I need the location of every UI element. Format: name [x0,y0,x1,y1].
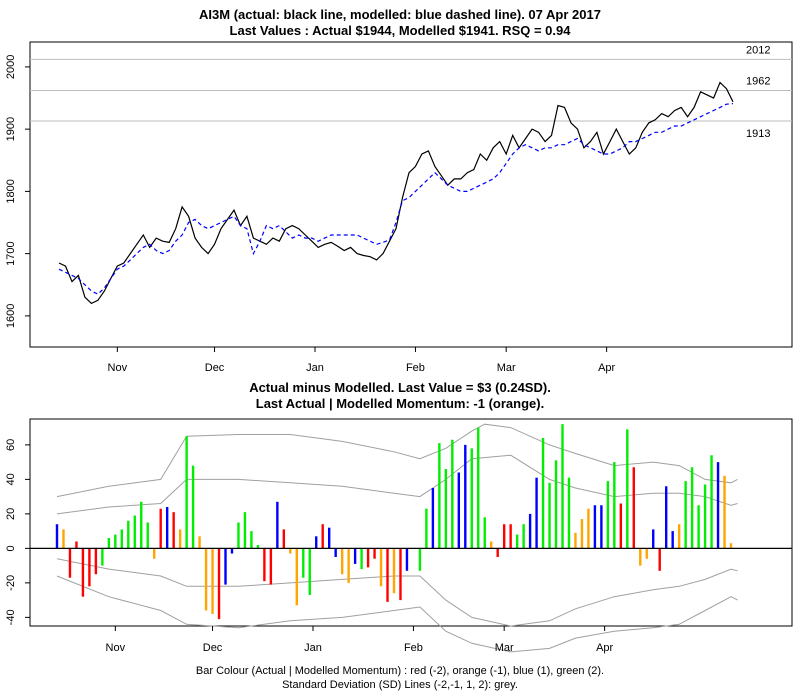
y-tick-label: 60 [5,439,17,451]
x-tick-label: Feb [406,362,425,374]
x-tick-label: Dec [205,362,225,374]
y-tick-label: 20 [5,508,17,520]
y-tick-label: -40 [5,609,17,625]
bottom-chart-title-line2: Last Actual | Modelled Momentum: -1 (ora… [255,396,545,411]
y-tick-label: -20 [5,575,17,591]
x-tick-label: Nov [106,642,126,654]
bottom-bar-chart: -40 -20 0 20 40 60 Nov Dec Jan Feb Mar Apr [5,418,793,654]
y-tick-label: 1600 [5,304,17,328]
sd-line-upper2 [56,423,738,498]
x-tick-label: Nov [108,362,128,374]
x-tick-label: Jan [306,362,324,374]
sd-line-lower2 [56,575,738,653]
top-chart-title-line1: AI3M (actual: black line, modelled: blue… [199,7,601,22]
x-tick-label: Apr [598,362,615,374]
footer-line2: Standard Deviation (SD) Lines (-2,-1, 1,… [282,679,518,691]
footer-line1: Bar Colour (Actual | Modelled Momentum) … [195,665,605,677]
x-tick-label: Feb [404,642,423,654]
sd-line-lower1 [56,558,738,627]
x-tick-label: Mar [495,642,514,654]
top-line-chart: 2012 1962 1913 1600 1700 1800 1900 2000 Nov Dec Ja… [5,41,793,374]
reference-line-label: 1962 [746,76,770,88]
x-tick-label: Apr [596,642,613,654]
top-chart-title-line2: Last Values : Actual $1944, Modelled $19… [229,23,571,38]
reference-line-label: 2012 [746,44,770,56]
series-line-modelled [58,103,734,295]
sd-line-upper1 [56,454,738,515]
reference-line-label: 1913 [746,128,770,140]
y-tick-label: 1800 [5,179,17,203]
y-tick-label: 0 [5,545,17,551]
y-tick-label: 1900 [5,117,17,141]
top-plot-frame [29,41,793,348]
bottom-plot-frame [29,418,793,627]
y-tick-label: 40 [5,473,17,485]
y-tick-label: 2000 [5,55,17,79]
series-line-actual [58,81,734,305]
bottom-chart-title-line1: Actual minus Modelled. Last Value = $3 (… [249,380,551,395]
y-tick-label: 1700 [5,241,17,265]
x-tick-label: Dec [203,642,223,654]
x-tick-label: Jan [304,642,322,654]
x-tick-label: Mar [497,362,516,374]
